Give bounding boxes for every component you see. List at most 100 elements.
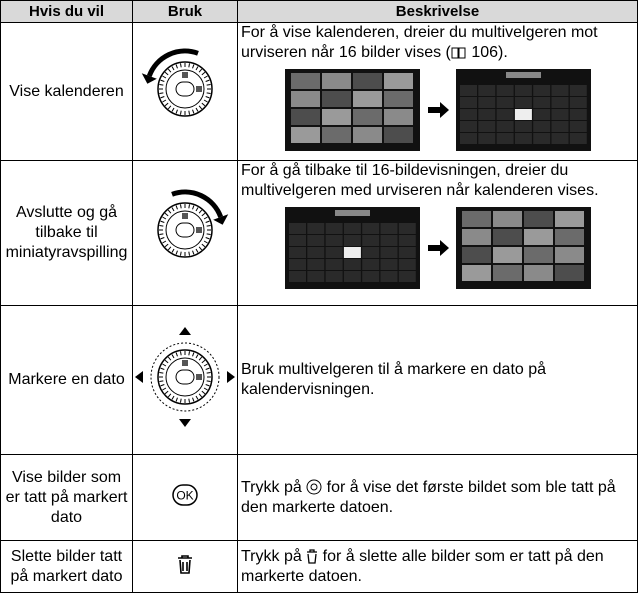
shape [205, 95, 210, 98]
calendar-screen [455, 69, 591, 151]
shape [195, 107, 199, 112]
shape [159, 91, 164, 94]
shape [175, 397, 178, 402]
shape [175, 63, 178, 68]
shape [179, 351, 182, 356]
shape [198, 246, 203, 251]
book-icon [451, 47, 466, 59]
shape [477, 85, 495, 96]
shape [160, 384, 165, 387]
shape [334, 210, 370, 216]
row: Slette bilder tatt på markert dato Trykk… [0, 540, 638, 593]
shape [162, 240, 167, 244]
description: Bruk multivelgeren til å markere en dato… [237, 305, 638, 455]
shape [171, 395, 175, 400]
row: Avslutte og gå tilbake til miniatyravspi… [0, 160, 638, 306]
shape [203, 363, 208, 367]
shape [343, 259, 361, 270]
shape [195, 207, 199, 212]
shape [343, 223, 361, 234]
shape [206, 233, 211, 236]
text: for å slette alle bilder som er tatt på … [241, 547, 604, 585]
text: Bruk multivelgeren til å markere en dato… [241, 361, 547, 398]
shape [554, 247, 584, 263]
shape [179, 327, 191, 335]
shape [165, 210, 205, 250]
thumbs [241, 207, 634, 289]
shape [201, 359, 206, 364]
shape [361, 259, 379, 270]
shape [165, 357, 205, 397]
shape [164, 359, 169, 364]
shape [459, 97, 477, 108]
shape [162, 99, 167, 102]
shape [352, 127, 382, 143]
shape [492, 247, 522, 263]
shape [171, 189, 224, 218]
shape [288, 259, 306, 270]
shape [523, 229, 553, 245]
text: For å gå tilbake til 16-bildevisningen, … [241, 162, 599, 199]
shape [167, 356, 172, 361]
shape [188, 251, 191, 256]
dial-icon [135, 327, 235, 427]
shape [196, 85, 202, 92]
shape [201, 390, 206, 395]
shape [361, 235, 379, 246]
shape [179, 398, 182, 403]
description: Trykk på for å vise det første bildet so… [237, 454, 638, 541]
shape [554, 211, 584, 227]
shape [160, 367, 165, 370]
shape [192, 109, 195, 114]
control [132, 22, 238, 161]
shape [201, 71, 206, 75]
shape [201, 243, 206, 248]
thumbs [241, 69, 634, 151]
shape [288, 235, 306, 246]
shape [477, 109, 495, 120]
shape [343, 235, 361, 246]
shape [496, 85, 514, 96]
shape [135, 371, 143, 383]
shape [461, 265, 491, 281]
text: Trykk på [241, 547, 307, 565]
shape [227, 371, 235, 383]
shape [551, 97, 568, 108]
shape [159, 224, 164, 227]
shape [213, 214, 229, 225]
header-cell: Beskrivelse [237, 0, 638, 23]
shape [192, 205, 195, 210]
shape [164, 390, 169, 395]
shape [175, 369, 195, 385]
shape [160, 220, 165, 223]
shape [205, 79, 210, 82]
description: For å gå tilbake til 16-bildevisningen, … [237, 160, 638, 306]
shape [164, 243, 169, 248]
shape [203, 216, 208, 220]
shape [554, 265, 584, 281]
text: for å vise det første bildet som ble tat… [241, 478, 616, 516]
shape [203, 75, 208, 78]
shape [179, 62, 182, 67]
shape [398, 259, 416, 270]
shape [175, 81, 195, 96]
shape [352, 91, 382, 107]
shape [492, 229, 522, 245]
shape [205, 367, 210, 370]
shape [206, 91, 211, 94]
shape [288, 223, 306, 234]
action: Vise bilder som er tatt på markert dato [0, 454, 133, 541]
shape [198, 393, 203, 398]
shape [171, 207, 175, 212]
shape [195, 248, 199, 253]
shape [306, 247, 324, 258]
shape [164, 212, 169, 217]
shape [188, 204, 191, 209]
shape [288, 247, 306, 258]
text: Trykk på [241, 478, 307, 496]
shape [569, 133, 587, 144]
shape [192, 63, 195, 68]
description: Trykk på for å slette alle bilder som er… [237, 540, 638, 593]
shape [195, 354, 199, 359]
shape [514, 97, 532, 108]
